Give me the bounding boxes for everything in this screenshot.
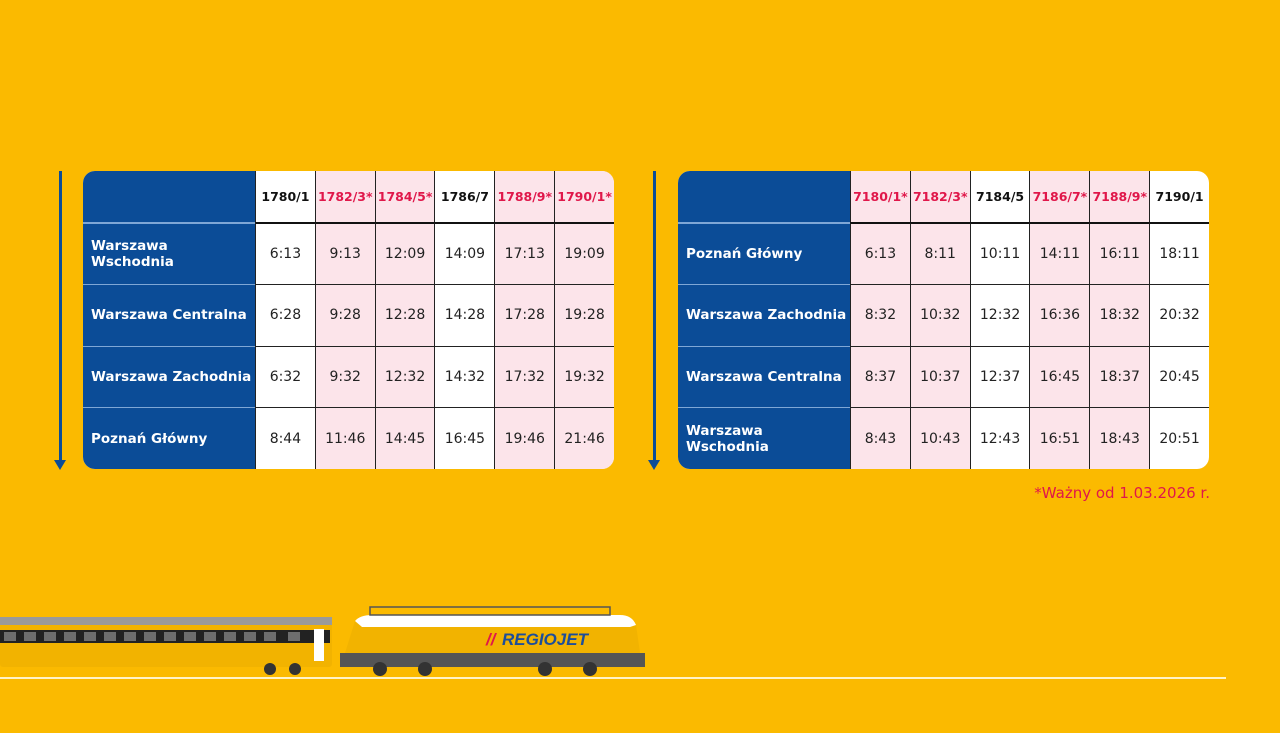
train-number-header: 7186/7*: [1029, 171, 1090, 222]
train-number-header: 7188/9*: [1089, 171, 1150, 222]
departure-time: 14:32: [434, 345, 495, 408]
station-name: Warszawa Zachodnia: [678, 283, 850, 346]
train-number-header: 7190/1: [1149, 171, 1209, 222]
departure-time: 19:09: [554, 222, 614, 284]
departure-time: 8:37: [850, 345, 910, 408]
svg-text://: //: [485, 630, 498, 649]
station-name: Warszawa Wschodnia: [83, 222, 255, 284]
departure-time: 8:32: [850, 283, 910, 346]
departure-time: 14:45: [374, 407, 435, 469]
station-name: Warszawa Wschodnia: [678, 407, 850, 469]
departure-time: 12:09: [374, 222, 435, 284]
departure-time: 10:37: [909, 345, 970, 408]
departure-time: 17:28: [494, 283, 555, 346]
timetable-warszawa-poznan: 1780/1 1782/3* 1784/5* 1786/7 1788/9* 1790/1*…: [83, 171, 614, 469]
departure-time: 6:13: [850, 222, 910, 284]
departure-time: 6:13: [255, 222, 315, 284]
departure-time: 14:11: [1029, 222, 1090, 284]
departure-time: 19:46: [494, 407, 555, 469]
departure-time: 20:32: [1149, 283, 1209, 346]
station-name: Warszawa Centralna: [83, 283, 255, 346]
departure-time: 18:37: [1089, 345, 1150, 408]
departure-time: 21:46: [554, 407, 614, 469]
station-name: Warszawa Centralna: [678, 345, 850, 408]
departure-time: 8:11: [909, 222, 970, 284]
station-name: Poznań Główny: [678, 222, 850, 284]
departure-time: 6:32: [255, 345, 315, 408]
direction-arrow-icon: [54, 171, 66, 470]
departure-time: 20:51: [1149, 407, 1209, 469]
train-number-header: 1790/1*: [554, 171, 614, 222]
departure-time: 18:32: [1089, 283, 1150, 346]
svg-text:REGIOJET: REGIOJET: [502, 630, 590, 649]
departure-time: 16:11: [1089, 222, 1150, 284]
departure-time: 9:28: [314, 283, 375, 346]
departure-time: 8:43: [850, 407, 910, 469]
departure-time: 16:51: [1029, 407, 1090, 469]
departure-time: 12:37: [969, 345, 1030, 408]
departure-time: 14:09: [434, 222, 495, 284]
departure-time: 10:43: [909, 407, 970, 469]
regiojet-train-illustration: // REGIOJET: [0, 606, 645, 676]
departure-time: 19:28: [554, 283, 614, 346]
departure-time: 12:32: [969, 283, 1030, 346]
departure-time: 9:32: [314, 345, 375, 408]
station-name: Warszawa Zachodnia: [83, 345, 255, 408]
departure-time: 20:45: [1149, 345, 1209, 408]
departure-time: 16:45: [1029, 345, 1090, 408]
departure-time: 10:11: [969, 222, 1030, 284]
train-number-header: 1788/9*: [494, 171, 555, 222]
departure-time: 18:43: [1089, 407, 1150, 469]
header-corner: [678, 171, 850, 222]
footnote: *Ważny od 1.03.2026 r.: [1034, 484, 1210, 502]
train-number-header: 1782/3*: [314, 171, 375, 222]
train-number-header: 7180/1*: [850, 171, 910, 222]
departure-time: 9:13: [314, 222, 375, 284]
departure-time: 6:28: [255, 283, 315, 346]
departure-time: 11:46: [314, 407, 375, 469]
direction-arrow-icon: [648, 171, 660, 470]
departure-time: 17:13: [494, 222, 555, 284]
rail-line: [0, 677, 1226, 679]
train-number-header: 1786/7: [434, 171, 494, 222]
departure-time: 16:36: [1029, 283, 1090, 346]
departure-time: 16:45: [434, 407, 495, 469]
departure-time: 12:43: [969, 407, 1030, 469]
train-number-header: 1784/5*: [374, 171, 435, 222]
train-number-header: 1780/1: [255, 171, 315, 222]
departure-time: 8:44: [255, 407, 315, 469]
train-number-header: 7182/3*: [909, 171, 970, 222]
departure-time: 17:32: [494, 345, 555, 408]
timetable-poznan-warszawa: 7180/1* 7182/3* 7184/5 7186/7* 7188/9* 7190/1…: [678, 171, 1209, 469]
departure-time: 19:32: [554, 345, 614, 408]
station-name: Poznań Główny: [83, 407, 255, 469]
departure-time: 18:11: [1149, 222, 1209, 284]
train-number-header: 7184/5: [969, 171, 1030, 222]
departure-time: 10:32: [909, 283, 970, 346]
departure-time: 14:28: [434, 283, 495, 346]
departure-time: 12:28: [374, 283, 435, 346]
header-corner: [83, 171, 255, 222]
departure-time: 12:32: [374, 345, 435, 408]
